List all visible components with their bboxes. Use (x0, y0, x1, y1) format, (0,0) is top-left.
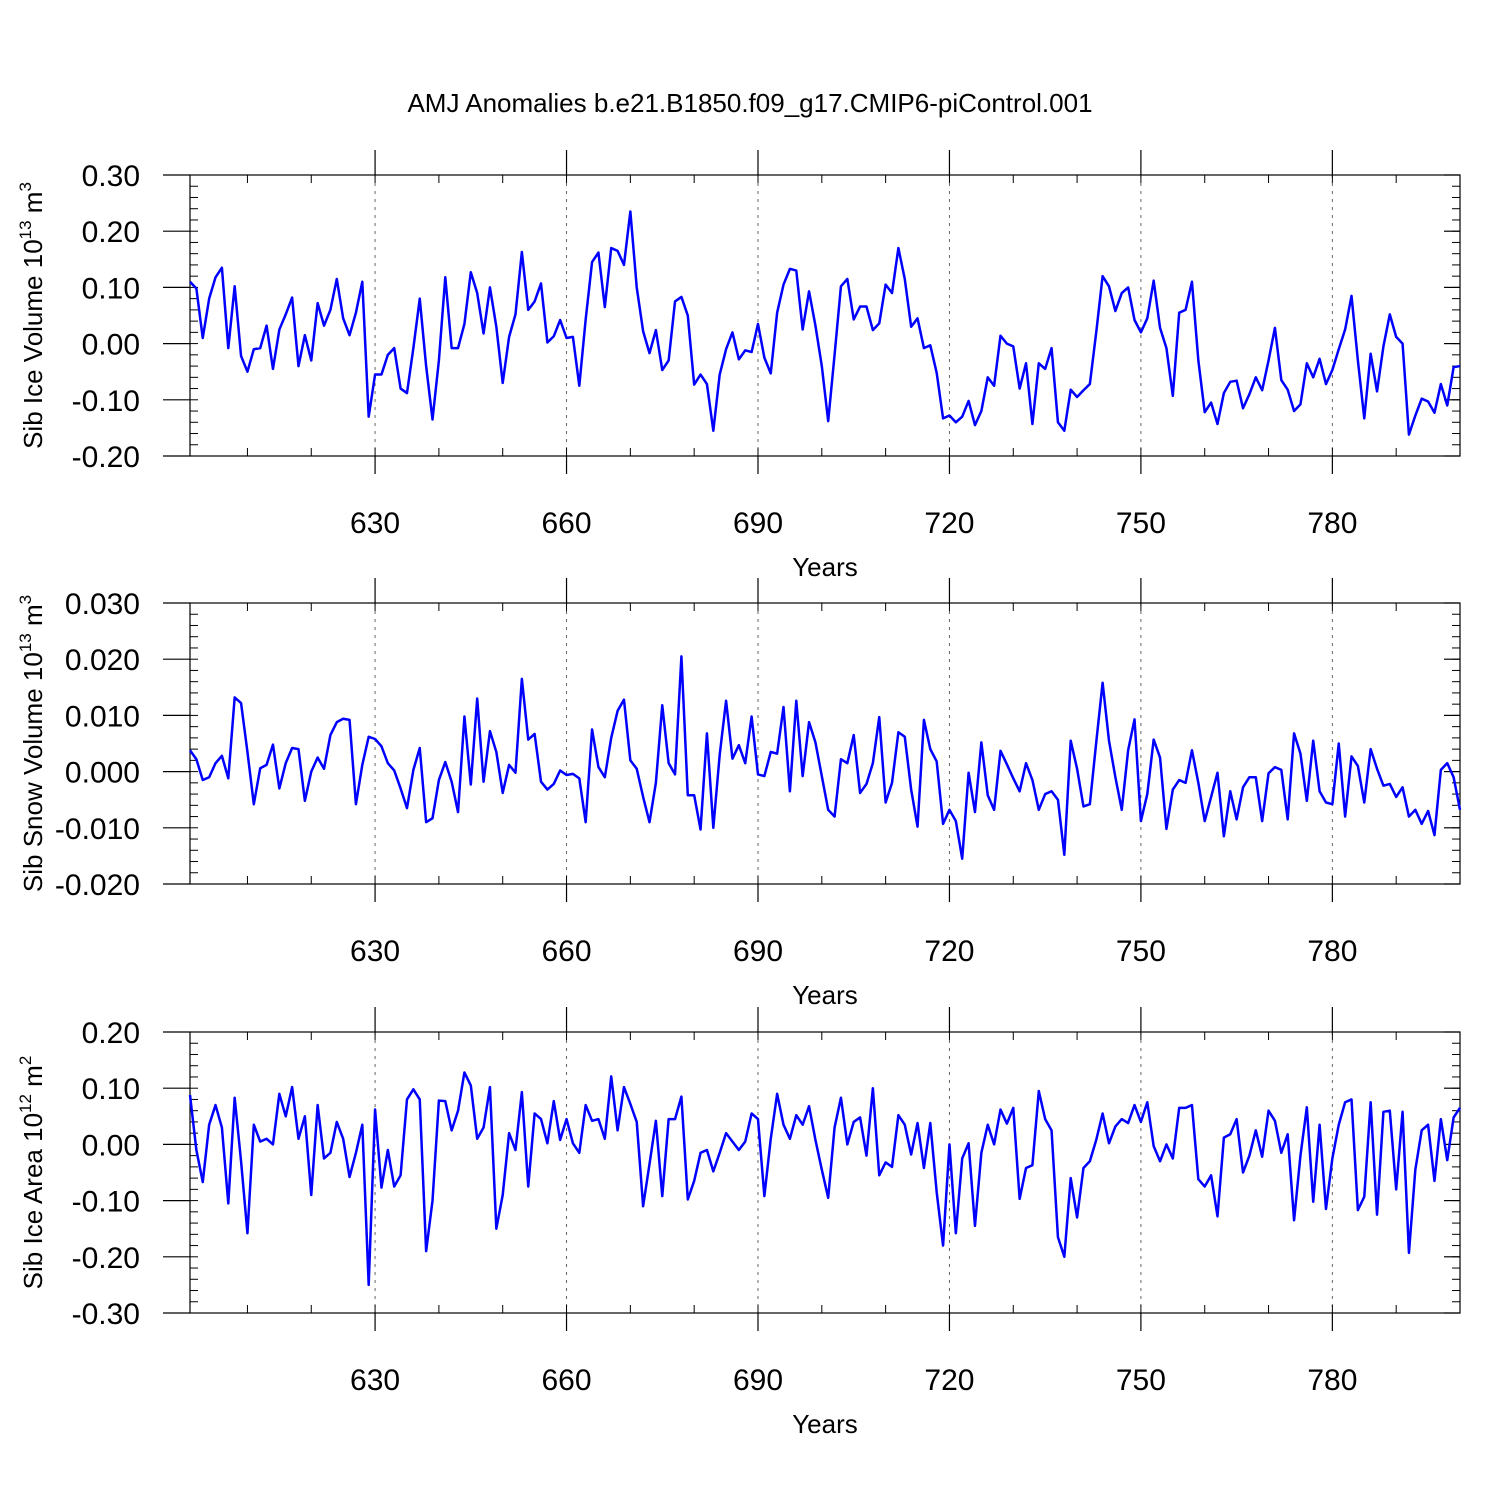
y-tick-label: 0.00 (82, 329, 140, 362)
x-tick-label-720: 720 (924, 507, 974, 540)
y-tick-label: 0.010 (65, 700, 140, 733)
y-tick-label: -0.20 (72, 1242, 140, 1275)
x-tick-label-750: 750 (1116, 507, 1166, 540)
x-tick-label-780: 780 (1307, 935, 1357, 968)
x-axis-label: Years (792, 1409, 858, 1439)
x-tick-label-630: 630 (350, 935, 400, 968)
x-tick-label-630: 630 (350, 1364, 400, 1397)
x-tick-label-780: 780 (1307, 1364, 1357, 1397)
figure-title: AMJ Anomalies b.e21.B1850.f09_g17.CMIP6-… (407, 88, 1092, 118)
ylabel-unit: m (18, 1065, 48, 1094)
data-series-line (189, 210, 1461, 436)
x-tick-label-720: 720 (924, 1364, 974, 1397)
y-tick-label: -0.010 (55, 813, 140, 846)
ylabel: Sib Ice Volume 10 (18, 239, 48, 449)
y-tick-label: -0.30 (72, 1298, 140, 1331)
ylabel-unit: m (18, 192, 48, 221)
x-tick-label-660: 660 (542, 507, 592, 540)
y-tick-label: 0.20 (82, 216, 140, 249)
x-tick-label-690: 690 (733, 935, 783, 968)
y-tick-label: -0.10 (72, 1186, 140, 1219)
y-tick-label: 0.20 (82, 1017, 140, 1050)
y-tick-label: 0.020 (65, 644, 140, 677)
data-series-line (188, 655, 1462, 860)
y-tick-label: 0.00 (82, 1129, 140, 1162)
ylabel-unit-sup: 3 (16, 595, 35, 604)
ylabel-unit: m (18, 604, 48, 633)
x-tick-label-660: 660 (542, 935, 592, 968)
ylabel-unit-sup: 2 (16, 1056, 35, 1065)
x-tick-label-690: 690 (733, 507, 783, 540)
data-series-line (188, 1071, 1462, 1287)
y-tick-label: -0.020 (55, 869, 140, 902)
plot-frame (189, 174, 1461, 457)
y-tick-label: -0.10 (72, 385, 140, 418)
y-tick-label: 0.000 (65, 757, 140, 790)
y-tick-label: 0.030 (65, 588, 140, 621)
x-tick-label-780: 780 (1307, 507, 1357, 540)
plot-frame (189, 602, 1461, 885)
ylabel-sup: 13 (16, 633, 35, 652)
y-axis-label: Sib Ice Volume 1013 m3 (16, 182, 48, 449)
ylabel-unit-sup: 3 (16, 182, 35, 191)
x-tick-label-750: 750 (1116, 935, 1166, 968)
plot-frame (189, 1031, 1461, 1314)
ylabel: Sib Snow Volume 10 (18, 652, 48, 892)
y-tick-label: 0.10 (82, 1073, 140, 1106)
y-axis-label: Sib Snow Volume 1013 m3 (16, 595, 48, 892)
x-tick-label-690: 690 (733, 1364, 783, 1397)
x-tick-label-720: 720 (924, 935, 974, 968)
x-tick-label-660: 660 (542, 1364, 592, 1397)
x-tick-label-750: 750 (1116, 1364, 1166, 1397)
y-tick-label: 0.10 (82, 272, 140, 305)
y-tick-label: 0.30 (82, 160, 140, 193)
ylabel-sup: 13 (16, 220, 35, 239)
y-axis-label: Sib Ice Area 1012 m2 (16, 1056, 48, 1290)
y-tick-label: -0.20 (72, 441, 140, 474)
ylabel-sup: 12 (16, 1094, 35, 1113)
x-axis-label: Years (792, 552, 858, 582)
ylabel: Sib Ice Area 10 (18, 1113, 48, 1289)
x-axis-label: Years (792, 980, 858, 1010)
x-tick-label-630: 630 (350, 507, 400, 540)
